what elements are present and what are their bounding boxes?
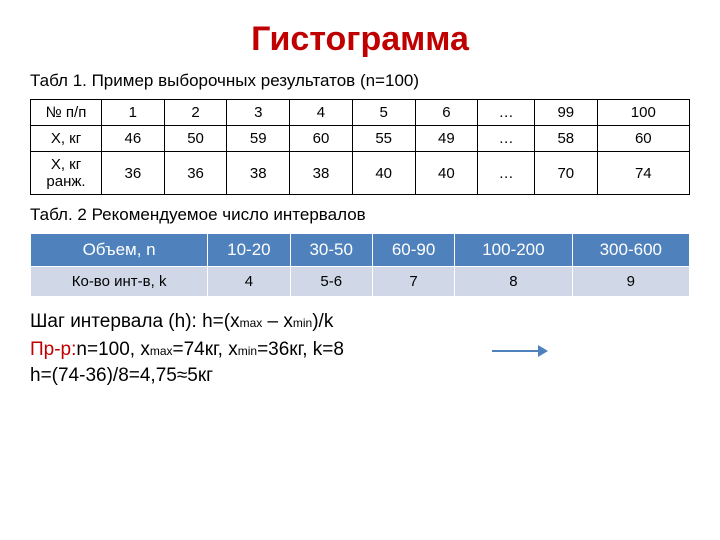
cell: 70: [534, 152, 597, 195]
cell: 99: [534, 100, 597, 126]
cell: 5: [352, 100, 415, 126]
table1-caption: Табл 1. Пример выборочных результатов (n…: [30, 71, 690, 91]
cell: 7: [372, 267, 454, 297]
cell: 5-6: [290, 267, 372, 297]
arrow-icon: [490, 341, 550, 367]
cell: 3: [227, 100, 290, 126]
cell: …: [478, 152, 535, 195]
cell: 38: [290, 152, 353, 195]
table2: Объем, n 10-20 30-50 60-90 100-200 300-6…: [30, 233, 690, 297]
table-row: № п/п 1 2 3 4 5 6 … 99 100: [31, 100, 690, 126]
example-line: Пр-р:n=100, хmax=74кг, хmin=36кг, k=8: [30, 339, 690, 361]
cell: 2: [164, 100, 227, 126]
cell: 59: [227, 126, 290, 152]
cell: 1: [102, 100, 165, 126]
cell: 6: [415, 100, 478, 126]
cell: 4: [208, 267, 290, 297]
cell: 30-50: [290, 234, 372, 267]
cell: 4: [290, 100, 353, 126]
row-head: № п/п: [31, 100, 102, 126]
cell: 46: [102, 126, 165, 152]
text: =74кг, х: [173, 339, 238, 360]
cell: 55: [352, 126, 415, 152]
table-row: Х, кг ранж. 36 36 38 38 40 40 … 70 74: [31, 152, 690, 195]
page-title: Гистограмма: [30, 20, 690, 59]
table-row: Ко-во инт-в, k 4 5-6 7 8 9: [31, 267, 690, 297]
row-head: Х, кг ранж.: [31, 152, 102, 195]
cell: 50: [164, 126, 227, 152]
cell: Ко-во инт-в, k: [31, 267, 208, 297]
text: n=100, х: [76, 339, 149, 360]
cell: 8: [455, 267, 572, 297]
text: )/k: [312, 311, 333, 332]
subscript: min: [238, 344, 257, 358]
subscript: min: [293, 316, 312, 330]
table-row: Объем, n 10-20 30-50 60-90 100-200 300-6…: [31, 234, 690, 267]
cell: …: [478, 100, 535, 126]
table1: № п/п 1 2 3 4 5 6 … 99 100 Х, кг 46 50 5…: [30, 99, 690, 195]
cell: 9: [572, 267, 689, 297]
cell: 60: [597, 126, 689, 152]
example-prefix: Пр-р:: [30, 339, 76, 360]
cell: 300-600: [572, 234, 689, 267]
cell: 60: [290, 126, 353, 152]
cell: 100: [597, 100, 689, 126]
text: х: [283, 311, 293, 332]
cell: 40: [352, 152, 415, 195]
text: =36кг, k=8: [257, 339, 344, 360]
subscript: max: [240, 316, 263, 330]
table-row: Х, кг 46 50 59 60 55 49 … 58 60: [31, 126, 690, 152]
result-line: h=(74-36)/8=4,75≈5кг: [30, 365, 690, 387]
cell: 10-20: [208, 234, 290, 267]
subscript: max: [150, 344, 173, 358]
text: –: [262, 311, 283, 332]
cell: 40: [415, 152, 478, 195]
row-head: Х, кг: [31, 126, 102, 152]
cell: 49: [415, 126, 478, 152]
cell: 36: [102, 152, 165, 195]
text: Шаг интервала (h): h=(х: [30, 311, 240, 332]
cell: 74: [597, 152, 689, 195]
cell: 60-90: [372, 234, 454, 267]
cell: 58: [534, 126, 597, 152]
step-formula: Шаг интервала (h): h=(хmax – хmin)/k: [30, 311, 690, 333]
cell: …: [478, 126, 535, 152]
cell: 100-200: [455, 234, 572, 267]
cell: Объем, n: [31, 234, 208, 267]
cell: 36: [164, 152, 227, 195]
cell: 38: [227, 152, 290, 195]
table2-caption: Табл. 2 Рекомендуемое число интервалов: [30, 205, 690, 225]
